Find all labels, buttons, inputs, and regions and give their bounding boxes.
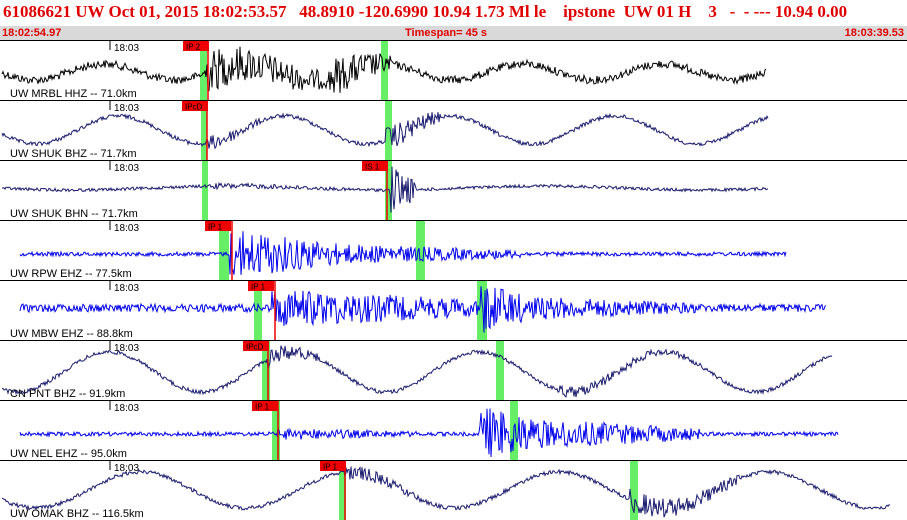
pick-label: IPcD — [246, 343, 264, 352]
seismic-trace — [1, 46, 767, 93]
station-label: UW SHUK BHN -- 71.7km — [10, 208, 138, 220]
pick-window — [385, 161, 392, 220]
seismic-trace — [1, 112, 769, 150]
seismic-trace — [1, 166, 769, 213]
station-label: UW NEL EHZ -- 95.0km — [10, 448, 127, 460]
pick-flag[interactable] — [243, 341, 269, 351]
seismic-trace — [2, 345, 833, 398]
pick-label: IP 2 — [186, 43, 201, 52]
trace-panel[interactable]: 18:03 IP 1 UW OMAK BHZ -- 116.5km — [0, 460, 907, 520]
station-label: UW MBW EHZ -- 88.8km — [10, 328, 133, 340]
pick-window — [202, 161, 208, 220]
station-label: CN PNT BHZ -- 91.9km — [10, 388, 125, 400]
pick-window — [381, 41, 388, 100]
pick-window — [339, 461, 346, 520]
pick-label: IP 1 — [208, 223, 223, 232]
trace-panel[interactable]: 18:03 IP 1 UW MBW EHZ -- 88.8km — [0, 280, 907, 341]
station-label: UW MRBL HHZ -- 71.0km — [10, 88, 137, 100]
pick-window — [416, 221, 425, 280]
pick-window — [496, 341, 504, 400]
minute-tick-label: 18:03 — [114, 343, 139, 354]
pick-label: IP 1 — [251, 283, 266, 292]
trace-panel[interactable]: 18:03 IPcD UW SHUK BHZ -- 71.7km — [0, 100, 907, 161]
timespan-label: Timespan= 45 s — [405, 27, 488, 39]
pick-flag[interactable] — [182, 101, 208, 111]
pick-flag[interactable] — [252, 401, 278, 411]
seismic-trace — [19, 286, 827, 333]
pick-window — [254, 281, 262, 340]
pick-flag[interactable] — [205, 221, 231, 231]
trace-panel[interactable]: 18:03 IP 1 UW NEL EHZ -- 95.0km — [0, 400, 907, 461]
event-title: 61086621 UW Oct 01, 2015 18:02:53.57 48.… — [3, 2, 848, 21]
end-time: 18:03:39.53 — [844, 27, 904, 39]
pick-flag[interactable] — [183, 41, 209, 51]
minute-tick-label: 18:03 — [114, 223, 139, 234]
seismic-trace — [19, 408, 839, 458]
trace-panel[interactable]: 18:03 IPcD CN PNT BHZ -- 91.9km — [0, 340, 907, 401]
pick-window — [272, 401, 280, 460]
trace-panel[interactable]: 18:03 IP 2 UW MRBL HHZ -- 71.0km — [0, 40, 907, 101]
trace-panel[interactable]: 18:03 IP 1 UW RPW EHZ -- 77.5km — [0, 220, 907, 281]
event-header: 61086621 UW Oct 01, 2015 18:02:53.57 48.… — [0, 0, 907, 26]
pick-label: IPcD — [185, 103, 203, 112]
minute-tick-label: 18:03 — [114, 43, 139, 54]
pick-window — [477, 281, 487, 340]
pick-window — [262, 341, 270, 400]
station-label: UW RPW EHZ -- 77.5km — [10, 268, 132, 280]
pick-label: IP 1 — [255, 403, 270, 412]
pick-window — [219, 221, 229, 280]
pick-label: IP 1 — [323, 463, 338, 472]
station-label: UW SHUK BHZ -- 71.7km — [10, 148, 137, 160]
minute-tick-label: 18:03 — [114, 163, 139, 174]
time-bar: 18:02:54.97 Timespan= 45 s 18:03:39.53 — [0, 26, 907, 40]
start-time: 18:02:54.97 — [2, 27, 62, 39]
minute-tick-label: 18:03 — [114, 103, 139, 114]
minute-tick-label: 18:03 — [114, 403, 139, 414]
trace-panel[interactable]: 18:03 IS 1 UW SHUK BHN -- 71.7km — [0, 160, 907, 221]
minute-tick-label: 18:03 — [114, 463, 139, 474]
seismogram-area[interactable]: 18:03 IP 2 UW MRBL HHZ -- 71.0km 18:03 IPcD U… — [0, 40, 907, 520]
pick-window — [630, 461, 638, 520]
seismic-trace — [1, 465, 891, 518]
pick-window — [385, 101, 392, 160]
pick-window — [201, 101, 207, 160]
minute-tick-label: 18:03 — [114, 283, 139, 294]
seismic-trace — [19, 231, 787, 275]
station-label: UW OMAK BHZ -- 116.5km — [10, 508, 144, 520]
pick-window — [200, 41, 207, 100]
pick-flag[interactable] — [320, 461, 346, 471]
pick-flag[interactable] — [362, 161, 388, 171]
pick-flag[interactable] — [248, 281, 274, 291]
pick-label: IS 1 — [365, 163, 380, 172]
